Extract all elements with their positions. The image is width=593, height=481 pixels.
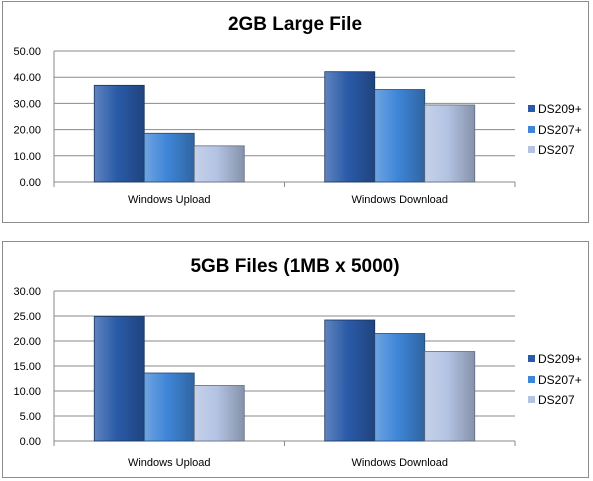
bar-ds207-1 (424, 104, 476, 183)
bar-ds207-0 (193, 385, 245, 442)
chart-large-file: 2GB Large File 0.00 10.00 20.00 30.00 40.00 5… (13, 14, 582, 206)
y-tick-label: 20.00 (13, 125, 41, 137)
y-tick-label: 40.00 (13, 72, 41, 84)
y-tick-label: 0.00 (20, 436, 41, 448)
bar-ds209-1 (324, 71, 376, 183)
legend-label: DS207 (538, 143, 575, 157)
chart-panel-large-file: 2GB Large File 0.00 10.00 20.00 30.00 40.00 5… (2, 1, 589, 223)
bar-ds207-1 (374, 333, 426, 442)
y-tick-label: 10.00 (13, 151, 41, 163)
bar-ds207-0 (193, 145, 245, 183)
y-tick-label: 5.00 (20, 411, 41, 423)
legend-swatch (528, 355, 535, 362)
bar-ds209-0 (93, 316, 145, 442)
y-tick-label: 10.00 (13, 386, 41, 398)
chart-title: 5GB Files (1MB x 5000) (190, 256, 399, 277)
bar-ds209-0 (93, 84, 145, 183)
chart-panel-small-files: 5GB Files (1MB x 5000) 0.00 5.00 10.00 15.0… (2, 241, 589, 478)
legend: DS209+ DS207+ DS207 (528, 352, 582, 407)
y-tick-label: 25.00 (13, 311, 41, 323)
legend-swatch (528, 376, 535, 383)
x-category-label: Windows Download (351, 194, 448, 206)
bar-ds207-0 (143, 372, 195, 442)
y-tick-label: 20.00 (13, 336, 41, 348)
legend-swatch (528, 396, 535, 403)
bar-ds207-1 (374, 89, 426, 183)
chart-small-files: 5GB Files (1MB x 5000) 0.00 5.00 10.00 15.0… (13, 256, 582, 469)
legend-swatch (528, 126, 535, 133)
legend-label: DS209+ (538, 352, 582, 366)
legend-swatch (528, 146, 535, 153)
bar-ds209-1 (324, 319, 376, 442)
bar-ds207-0 (143, 132, 195, 183)
y-tick-label: 50.00 (13, 46, 41, 58)
legend-label: DS207 (538, 393, 575, 407)
legend-swatch (528, 105, 535, 112)
legend-label: DS207+ (538, 373, 582, 387)
legend-label: DS209+ (538, 102, 582, 116)
legend: DS209+ DS207+ DS207 (528, 102, 582, 157)
y-tick-label: 30.00 (13, 98, 41, 110)
y-tick-label: 30.00 (13, 286, 41, 298)
legend-label: DS207+ (538, 123, 582, 137)
bar-ds207-1 (424, 351, 476, 442)
x-category-label: Windows Download (351, 457, 448, 469)
y-tick-label: 15.00 (13, 361, 41, 373)
x-category-label: Windows Upload (128, 457, 211, 469)
chart-title: 2GB Large File (228, 14, 362, 35)
y-tick-label: 0.00 (20, 177, 41, 189)
x-category-label: Windows Upload (128, 194, 211, 206)
